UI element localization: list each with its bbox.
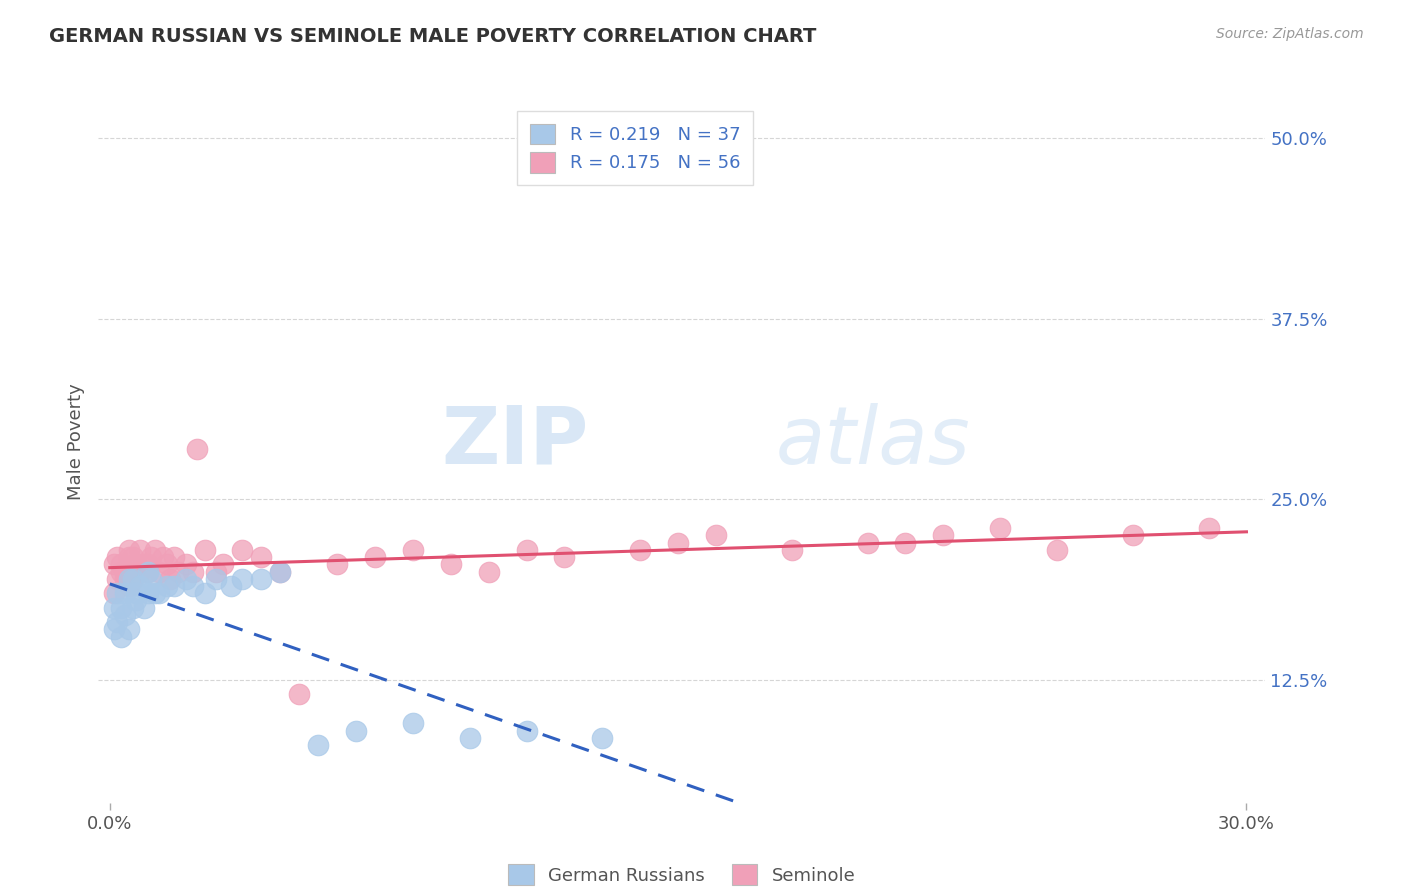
Point	[478, 565, 501, 579]
Point	[326, 558, 349, 572]
Point	[186, 442, 208, 456]
Point	[148, 586, 170, 600]
Point	[269, 565, 291, 579]
Point	[163, 550, 186, 565]
Point	[231, 542, 253, 557]
Point	[159, 572, 181, 586]
Point	[110, 565, 132, 579]
Point	[704, 528, 727, 542]
Point	[1046, 542, 1069, 557]
Point	[212, 558, 235, 572]
Point	[894, 535, 917, 549]
Point	[129, 579, 152, 593]
Legend: German Russians, Seminole: German Russians, Seminole	[496, 852, 868, 892]
Point	[136, 565, 159, 579]
Point	[141, 550, 163, 565]
Point	[193, 586, 215, 600]
Point	[114, 607, 136, 622]
Point	[163, 579, 186, 593]
Point	[121, 600, 143, 615]
Point	[129, 542, 152, 557]
Point	[118, 572, 141, 586]
Point	[152, 550, 174, 565]
Point	[103, 623, 125, 637]
Text: atlas: atlas	[775, 402, 970, 481]
Point	[114, 572, 136, 586]
Point	[932, 528, 955, 542]
Point	[174, 558, 197, 572]
Point	[114, 565, 136, 579]
Point	[143, 586, 166, 600]
Point	[105, 550, 128, 565]
Point	[666, 535, 689, 549]
Point	[181, 565, 204, 579]
Point	[121, 572, 143, 586]
Point	[136, 558, 159, 572]
Point	[628, 542, 651, 557]
Point	[458, 731, 481, 745]
Point	[250, 550, 273, 565]
Point	[132, 600, 155, 615]
Point	[440, 558, 463, 572]
Point	[136, 565, 159, 579]
Point	[402, 716, 425, 731]
Point	[141, 572, 163, 586]
Point	[110, 558, 132, 572]
Point	[121, 550, 143, 565]
Point	[181, 579, 204, 593]
Point	[516, 723, 538, 738]
Point	[167, 565, 190, 579]
Point	[148, 565, 170, 579]
Point	[114, 586, 136, 600]
Y-axis label: Male Poverty: Male Poverty	[66, 384, 84, 500]
Point	[105, 615, 128, 630]
Point	[118, 623, 141, 637]
Point	[193, 542, 215, 557]
Point	[125, 593, 148, 607]
Point	[118, 542, 141, 557]
Point	[121, 572, 143, 586]
Point	[780, 542, 803, 557]
Point	[132, 558, 155, 572]
Point	[103, 558, 125, 572]
Point	[553, 550, 575, 565]
Point	[129, 565, 152, 579]
Point	[250, 572, 273, 586]
Point	[156, 579, 179, 593]
Point	[125, 586, 148, 600]
Point	[143, 542, 166, 557]
Point	[105, 586, 128, 600]
Text: ZIP: ZIP	[441, 402, 589, 481]
Point	[402, 542, 425, 557]
Point	[1122, 528, 1144, 542]
Point	[364, 550, 387, 565]
Point	[125, 565, 148, 579]
Point	[110, 630, 132, 644]
Point	[307, 738, 329, 752]
Point	[118, 550, 141, 565]
Text: Source: ZipAtlas.com: Source: ZipAtlas.com	[1216, 27, 1364, 41]
Point	[156, 558, 179, 572]
Point	[591, 731, 613, 745]
Point	[344, 723, 367, 738]
Point	[110, 600, 132, 615]
Point	[1198, 521, 1220, 535]
Point	[174, 572, 197, 586]
Point	[988, 521, 1011, 535]
Point	[231, 572, 253, 586]
Point	[103, 586, 125, 600]
Point	[516, 542, 538, 557]
Point	[205, 565, 228, 579]
Point	[125, 558, 148, 572]
Point	[269, 565, 291, 579]
Point	[103, 600, 125, 615]
Point	[118, 579, 141, 593]
Point	[136, 586, 159, 600]
Point	[219, 579, 242, 593]
Point	[288, 687, 311, 701]
Text: GERMAN RUSSIAN VS SEMINOLE MALE POVERTY CORRELATION CHART: GERMAN RUSSIAN VS SEMINOLE MALE POVERTY …	[49, 27, 817, 45]
Point	[856, 535, 879, 549]
Point	[205, 572, 228, 586]
Point	[105, 572, 128, 586]
